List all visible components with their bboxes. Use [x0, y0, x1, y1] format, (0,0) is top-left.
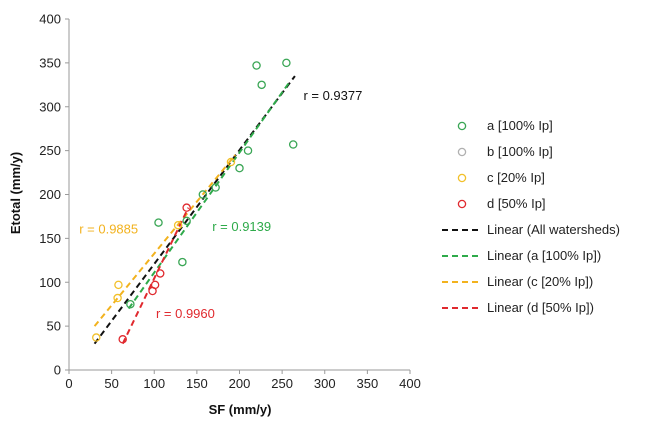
- data-point: [182, 216, 191, 226]
- y-axis-ticks: 0 50 100 150 200 250 300 350 400: [39, 12, 69, 378]
- y-tick-label: 200: [39, 187, 61, 202]
- r-annotation: r = 0.9885: [79, 222, 138, 237]
- data-point: [118, 335, 127, 344]
- x-axis-title: SF (mm/y): [209, 402, 272, 417]
- legend-marker: [457, 121, 467, 131]
- data-point: [126, 299, 135, 309]
- x-tick-label: 0: [65, 376, 72, 391]
- r-annotation: r = 0.9377: [303, 88, 362, 103]
- legend-label: Linear (a [100% Ip]): [487, 248, 601, 263]
- legend-marker: [457, 199, 467, 209]
- x-tick-label: 300: [314, 376, 336, 391]
- data-point: [252, 61, 261, 70]
- y-tick-label: 350: [39, 55, 61, 70]
- data-point: [226, 157, 236, 167]
- data-point: [257, 80, 266, 90]
- legend-label: c [20% Ip]: [487, 170, 545, 185]
- data-point: [243, 146, 253, 155]
- y-tick-label: 400: [39, 12, 61, 27]
- x-tick-label: 150: [186, 376, 208, 391]
- trendline: [93, 75, 296, 345]
- r-annotation: r = 0.9139: [212, 219, 271, 234]
- legend-marker: [457, 147, 467, 157]
- data-point: [150, 280, 160, 290]
- x-tick-label: 250: [271, 376, 293, 391]
- data-point: [211, 183, 220, 192]
- data-point: [92, 333, 101, 342]
- data-point: [173, 220, 183, 230]
- y-tick-label: 0: [54, 363, 61, 378]
- legend-label: b [100% Ip]: [487, 144, 553, 159]
- legend-marker: [457, 173, 467, 183]
- x-tick-label: 400: [399, 376, 421, 391]
- y-tick-label: 300: [39, 99, 61, 114]
- data-point: [178, 257, 187, 267]
- legend-label: d [50% Ip]: [487, 196, 546, 211]
- data-point: [114, 280, 123, 290]
- data-point: [235, 163, 244, 173]
- data-point: [288, 140, 298, 149]
- x-tick-label: 50: [104, 376, 118, 391]
- y-tick-label: 150: [39, 231, 61, 246]
- trendline: [93, 154, 237, 327]
- data-point: [282, 58, 291, 68]
- x-tick-label: 100: [143, 376, 165, 391]
- legend-label: Linear (c [20% Ip]): [487, 274, 593, 289]
- data-point: [198, 190, 208, 199]
- legend: a [100% Ip] b [100% Ip] c [20% Ip] d [50% I…: [442, 118, 620, 315]
- y-tick-label: 250: [39, 143, 61, 158]
- trendlines: [93, 75, 296, 345]
- trendline: [121, 207, 190, 345]
- data-points: [92, 58, 298, 344]
- x-tick-label: 350: [357, 376, 379, 391]
- legend-label: Linear (All watersheds): [487, 222, 620, 237]
- x-axis-ticks: 0 50 100 150 200 250 300 350 400: [65, 370, 421, 391]
- y-tick-label: 50: [47, 319, 61, 334]
- legend-label: Linear (d [50% Ip]): [487, 300, 594, 315]
- r-annotation: r = 0.9960: [156, 306, 215, 321]
- data-point: [113, 293, 122, 303]
- y-tick-label: 100: [39, 275, 61, 290]
- legend-label: a [100% Ip]: [487, 118, 553, 133]
- x-tick-label: 200: [229, 376, 251, 391]
- r-annotations: r = 0.9377 r = 0.9139 r = 0.9885 r = 0.9960: [79, 88, 362, 321]
- y-axis-title: Etotal (mm/y): [8, 152, 23, 234]
- trendline: [127, 79, 292, 310]
- plot-area: 0 50 100 150 200 250 300 350 400 0 50 100 150 200 250…: [39, 12, 421, 392]
- data-point: [182, 203, 191, 212]
- data-point: [155, 269, 165, 278]
- data-point: [154, 218, 163, 227]
